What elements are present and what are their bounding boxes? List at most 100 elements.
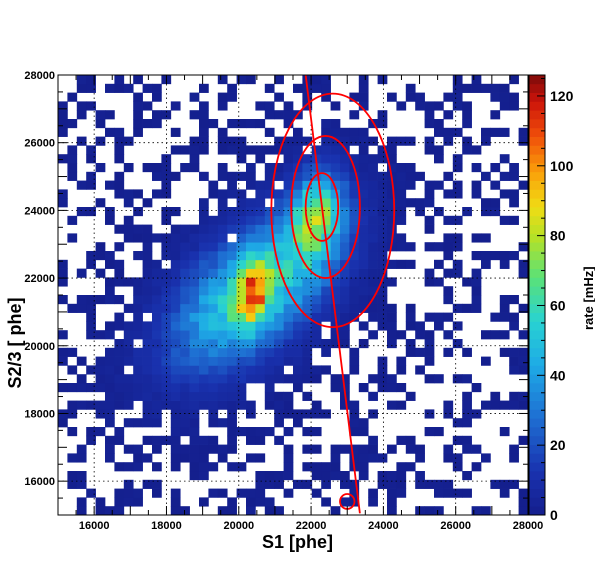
heatmap-cell <box>208 418 219 428</box>
heatmap-cell <box>302 92 313 102</box>
heatmap-cell <box>518 268 529 278</box>
heatmap-cell <box>396 189 407 199</box>
heatmap-cell <box>311 303 322 313</box>
heatmap-cell <box>236 383 247 393</box>
heatmap-cell <box>152 391 162 401</box>
color-scale-band <box>529 215 545 225</box>
heatmap-cell <box>405 180 416 190</box>
heatmap-cell <box>264 259 275 269</box>
heatmap-cell <box>217 198 228 208</box>
heatmap-cell <box>302 163 313 173</box>
heatmap-cell <box>255 365 266 375</box>
heatmap-cell <box>377 453 388 463</box>
heatmap-cell <box>264 471 275 481</box>
color-scale-band <box>529 163 545 173</box>
heatmap-cell <box>509 101 519 111</box>
heatmap-cell <box>133 233 143 243</box>
heatmap-cell <box>509 453 519 463</box>
heatmap-cell <box>518 242 529 252</box>
heatmap-cell <box>509 391 519 401</box>
heatmap-cell <box>321 136 331 146</box>
heatmap-cell <box>152 110 162 120</box>
heatmap-cell <box>180 251 190 261</box>
heatmap-cell <box>142 339 153 349</box>
heatmap-cell <box>321 75 331 85</box>
heatmap-cell <box>133 374 143 384</box>
heatmap-cell <box>264 127 275 137</box>
heatmap-cell <box>434 145 444 155</box>
color-scale-band <box>529 145 545 155</box>
heatmap-cell <box>443 233 454 243</box>
heatmap-cell <box>67 145 78 155</box>
heatmap-cell <box>283 224 294 234</box>
heatmap-cell <box>227 347 237 357</box>
heatmap-cell <box>340 224 350 234</box>
color-scale-band <box>529 471 545 481</box>
heatmap-cell <box>208 365 219 375</box>
color-scale-band <box>529 374 545 384</box>
heatmap-cell <box>123 198 134 208</box>
heatmap-cell <box>377 365 388 375</box>
heatmap-cell <box>217 242 228 252</box>
heatmap-cell <box>170 127 181 137</box>
y-tick-label: 24000 <box>24 205 55 217</box>
heatmap-cell <box>283 110 294 120</box>
heatmap-cell <box>499 312 510 322</box>
heatmap-cell <box>340 207 350 217</box>
heatmap-cell <box>321 251 331 261</box>
heatmap-cell <box>377 215 388 225</box>
heatmap-cell <box>246 224 256 234</box>
heatmap-cell <box>293 171 303 181</box>
heatmap-cell <box>236 207 247 217</box>
heatmap-cell <box>227 92 237 102</box>
heatmap-cell <box>377 189 388 199</box>
heatmap-cell <box>452 435 463 445</box>
heatmap-cell <box>58 154 68 164</box>
heatmap-cell <box>227 409 237 419</box>
heatmap-cell <box>133 189 143 199</box>
heatmap-cell <box>274 110 284 120</box>
heatmap-cell <box>387 312 397 322</box>
heatmap-cell <box>161 189 172 199</box>
heatmap-cell <box>236 303 247 313</box>
heatmap-cell <box>58 356 68 366</box>
heatmap-cell <box>170 391 181 401</box>
heatmap-cell <box>180 224 190 234</box>
heatmap-cell <box>274 374 284 384</box>
contour-ellipse <box>304 172 340 242</box>
heatmap-cell <box>283 101 294 111</box>
heatmap-cell <box>236 321 247 331</box>
heatmap-cell <box>246 215 256 225</box>
heatmap-cell <box>133 312 143 322</box>
heatmap-cell <box>246 171 256 181</box>
heatmap-cell <box>481 330 491 340</box>
heatmap-cell <box>246 242 256 252</box>
heatmap-cell <box>481 127 491 137</box>
heatmap-cell <box>396 207 407 217</box>
heatmap-cell <box>114 75 125 85</box>
heatmap-cell <box>349 418 360 428</box>
heatmap-cell <box>255 347 266 357</box>
heatmap-cell <box>349 444 360 454</box>
heatmap-cell <box>208 391 219 401</box>
heatmap-cell <box>340 154 350 164</box>
heatmap-cell <box>452 339 463 349</box>
heatmap-cell <box>114 391 125 401</box>
heatmap-cell <box>199 444 209 454</box>
heatmap-cell <box>123 303 134 313</box>
heatmap-cell <box>490 83 501 93</box>
heatmap-cell <box>396 330 407 340</box>
heatmap-cell <box>142 101 153 111</box>
heatmap-cell <box>114 277 125 287</box>
heatmap-cell <box>293 409 303 419</box>
z-tick-label: 60 <box>550 297 566 313</box>
heatmap-cell <box>330 119 341 129</box>
heatmap-cell <box>499 400 510 410</box>
heatmap-cell <box>499 189 510 199</box>
heatmap-cell <box>255 180 266 190</box>
heatmap-cell <box>358 233 369 243</box>
heatmap-cell <box>236 374 247 384</box>
heatmap-cell <box>142 321 153 331</box>
heatmap-cell <box>330 233 341 243</box>
